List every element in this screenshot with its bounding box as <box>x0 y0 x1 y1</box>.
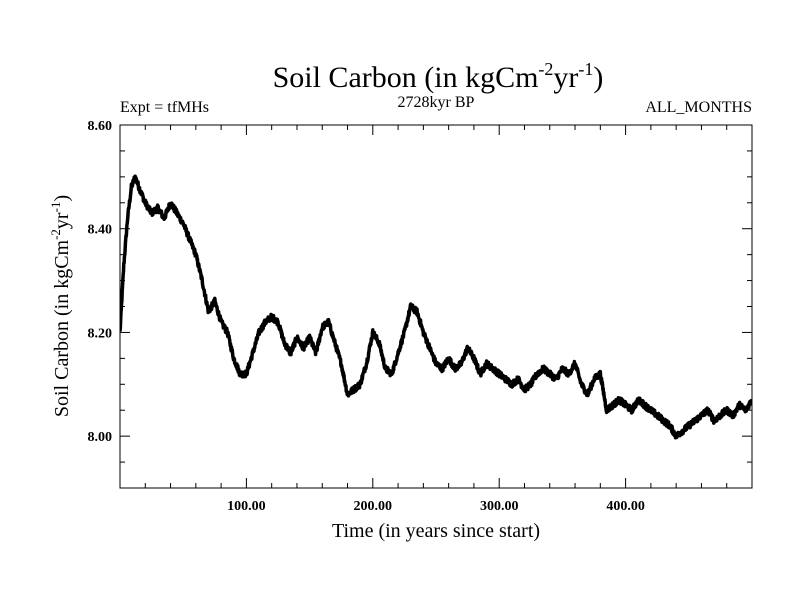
y-axis-ticks: 8.00 8.20 8.40 8.60 <box>88 119 752 463</box>
x-tick-label: 100.00 <box>227 499 266 514</box>
title-sup1: -2 <box>538 59 553 79</box>
ylabel-main: Soil Carbon (in kgCm <box>51 239 73 417</box>
x-tick-label: 400.00 <box>606 499 645 514</box>
soil-carbon-line <box>120 174 752 440</box>
x-tick-label: 200.00 <box>354 499 393 514</box>
y-tick-label: 8.60 <box>88 119 113 134</box>
x-axis-ticks: 100.00 200.00 300.00 400.00 <box>144 125 728 514</box>
x-axis-label: Time (in years since start) <box>332 520 540 542</box>
title-end: ) <box>593 61 603 94</box>
ylabel-mid: yr <box>51 212 73 229</box>
x-tick-label: 300.00 <box>480 499 519 514</box>
title-mid: yr <box>553 61 578 94</box>
months-label: ALL_MONTHS <box>645 99 752 116</box>
ylabel-sup1: -2 <box>48 229 63 240</box>
y-tick-label: 8.00 <box>88 430 113 445</box>
expt-label: Expt = tfMHs <box>120 99 209 116</box>
chart-title: Soil Carbon (in kgCm-2yr-1) <box>273 59 604 94</box>
y-axis-label: Soil Carbon (in kgCm-2yr-1) <box>48 195 73 417</box>
y-tick-label: 8.20 <box>88 326 113 341</box>
ylabel-sup2: -1 <box>48 202 63 213</box>
title-main: Soil Carbon (in kgCm <box>273 61 539 94</box>
period-label: 2728kyr BP <box>398 94 475 111</box>
ylabel-end: ) <box>51 195 73 202</box>
y-tick-label: 8.40 <box>88 223 113 238</box>
title-sup2: -1 <box>578 59 593 79</box>
